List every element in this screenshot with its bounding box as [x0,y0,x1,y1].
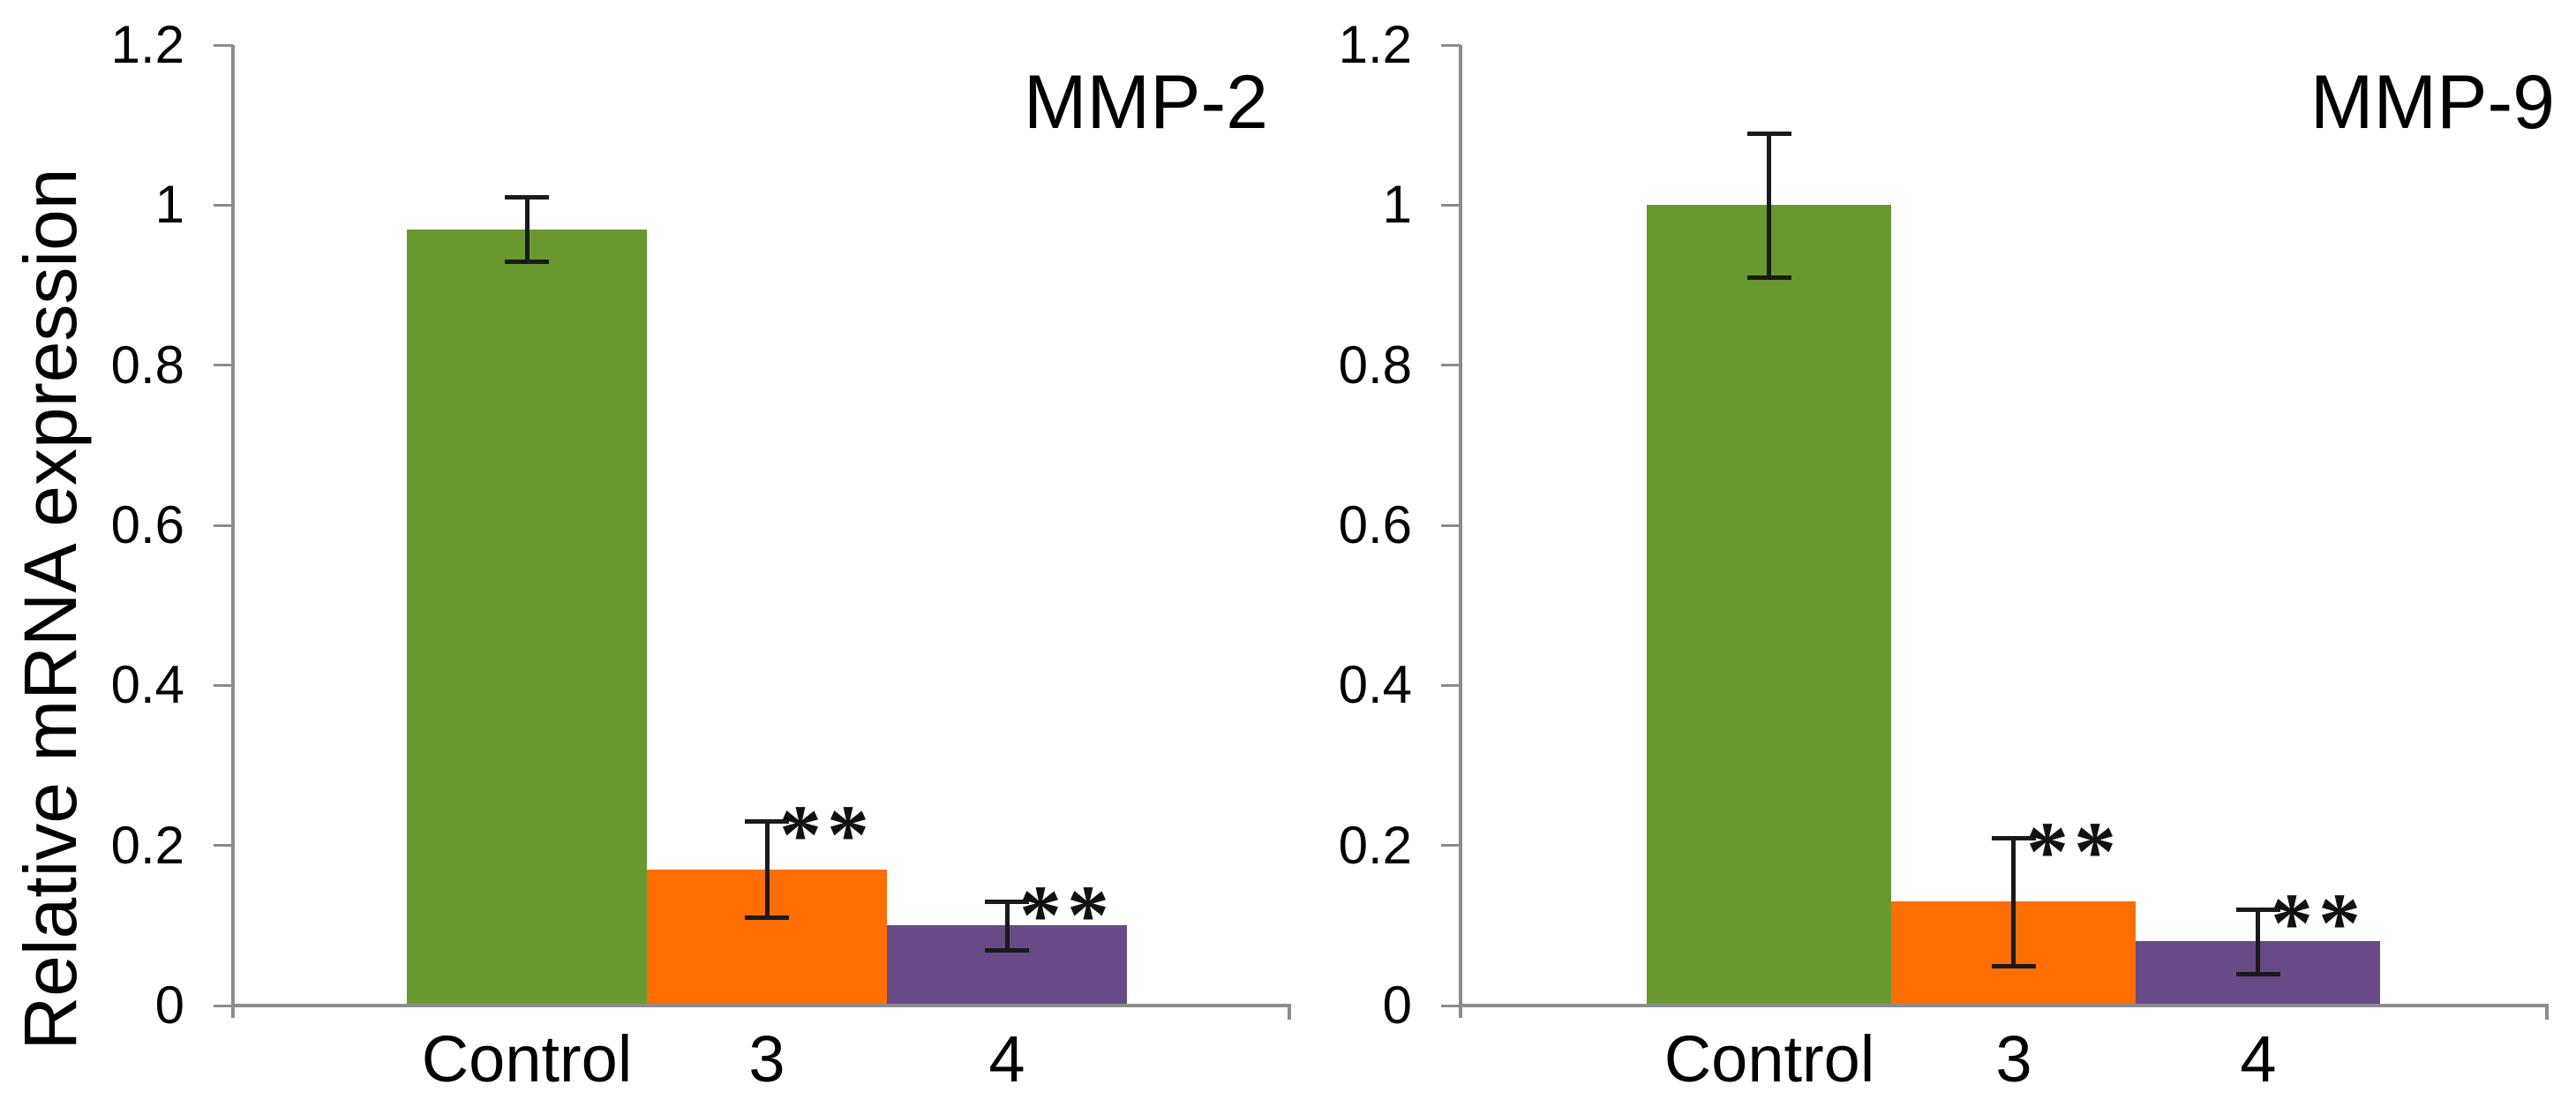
y-tick [214,204,233,207]
x-tick-label: 3 [748,1022,785,1096]
x-tick-label: Control [421,1022,633,1096]
bar-control [407,230,647,1006]
y-tick [214,44,233,47]
y-tick [1441,684,1461,687]
y-tick [214,684,233,687]
significance-stars: ** [1019,868,1115,962]
x-tick-label: 3 [1995,1022,2032,1096]
error-bar-cap [745,915,789,920]
y-tick [1441,1005,1461,1007]
error-bar [1005,901,1010,949]
error-bar-cap [1747,275,1791,280]
y-tick-label: 0.6 [1338,495,1412,554]
error-bar-cap [2236,972,2280,976]
y-tick [1441,44,1461,47]
y-tick-label: 0 [154,976,184,1035]
error-bar [1767,133,1771,277]
y-tick-label: 1.2 [110,15,184,74]
error-bar-cap [985,900,1029,904]
error-bar [2256,909,2260,974]
x-tick-label: 4 [2240,1022,2277,1096]
x-axis-line [233,1004,1291,1007]
y-axis-line [231,45,235,1018]
x-tick-label: Control [1664,1022,1875,1096]
significance-stars: ** [779,787,875,882]
y-tick [1441,204,1461,207]
error-bar-cap [505,195,549,200]
error-bar [765,821,770,917]
error-bar-cap [2236,908,2280,912]
error-bar-cap [1992,836,2036,840]
y-tick [214,364,233,366]
y-tick-label: 0.6 [110,495,184,554]
y-tick-label: 1 [154,175,184,234]
y-tick-label: 0.8 [1338,335,1412,395]
y-tick [214,1005,233,1007]
y-tick [214,844,233,847]
y-tick-label: 1 [1382,175,1412,234]
y-tick-label: 0.4 [110,655,184,714]
y-tick [1441,364,1461,366]
error-bar-cap [505,260,549,264]
chart-title: MMP-2 [1023,60,1268,145]
y-tick-label: 0.2 [1338,816,1412,875]
y-tick [1441,844,1461,847]
error-bar-cap [1992,964,2036,968]
y-tick [1441,524,1461,527]
axis-end-tick [1288,1006,1291,1020]
error-bar-cap [745,819,789,824]
significance-stars: ** [2271,876,2366,970]
significance-stars: ** [2026,804,2122,899]
y-tick-label: 0.2 [110,816,184,875]
y-tick [214,524,233,527]
y-tick-label: 0 [1382,976,1412,1035]
axis-end-tick [2545,1006,2549,1020]
error-bar-cap [1747,132,1791,136]
error-bar [2011,838,2016,966]
error-bar [525,197,529,261]
bar-control [1647,205,1891,1006]
x-tick-label: 4 [988,1022,1025,1096]
chart-title: MMP-9 [2309,60,2555,145]
y-tick-label: 1.2 [1338,15,1412,74]
error-bar-cap [985,948,1029,953]
y-tick-label: 0.4 [1338,655,1412,714]
x-axis-line [1461,1004,2549,1007]
y-axis-line [1459,45,1462,1018]
y-tick-label: 0.8 [110,335,184,395]
